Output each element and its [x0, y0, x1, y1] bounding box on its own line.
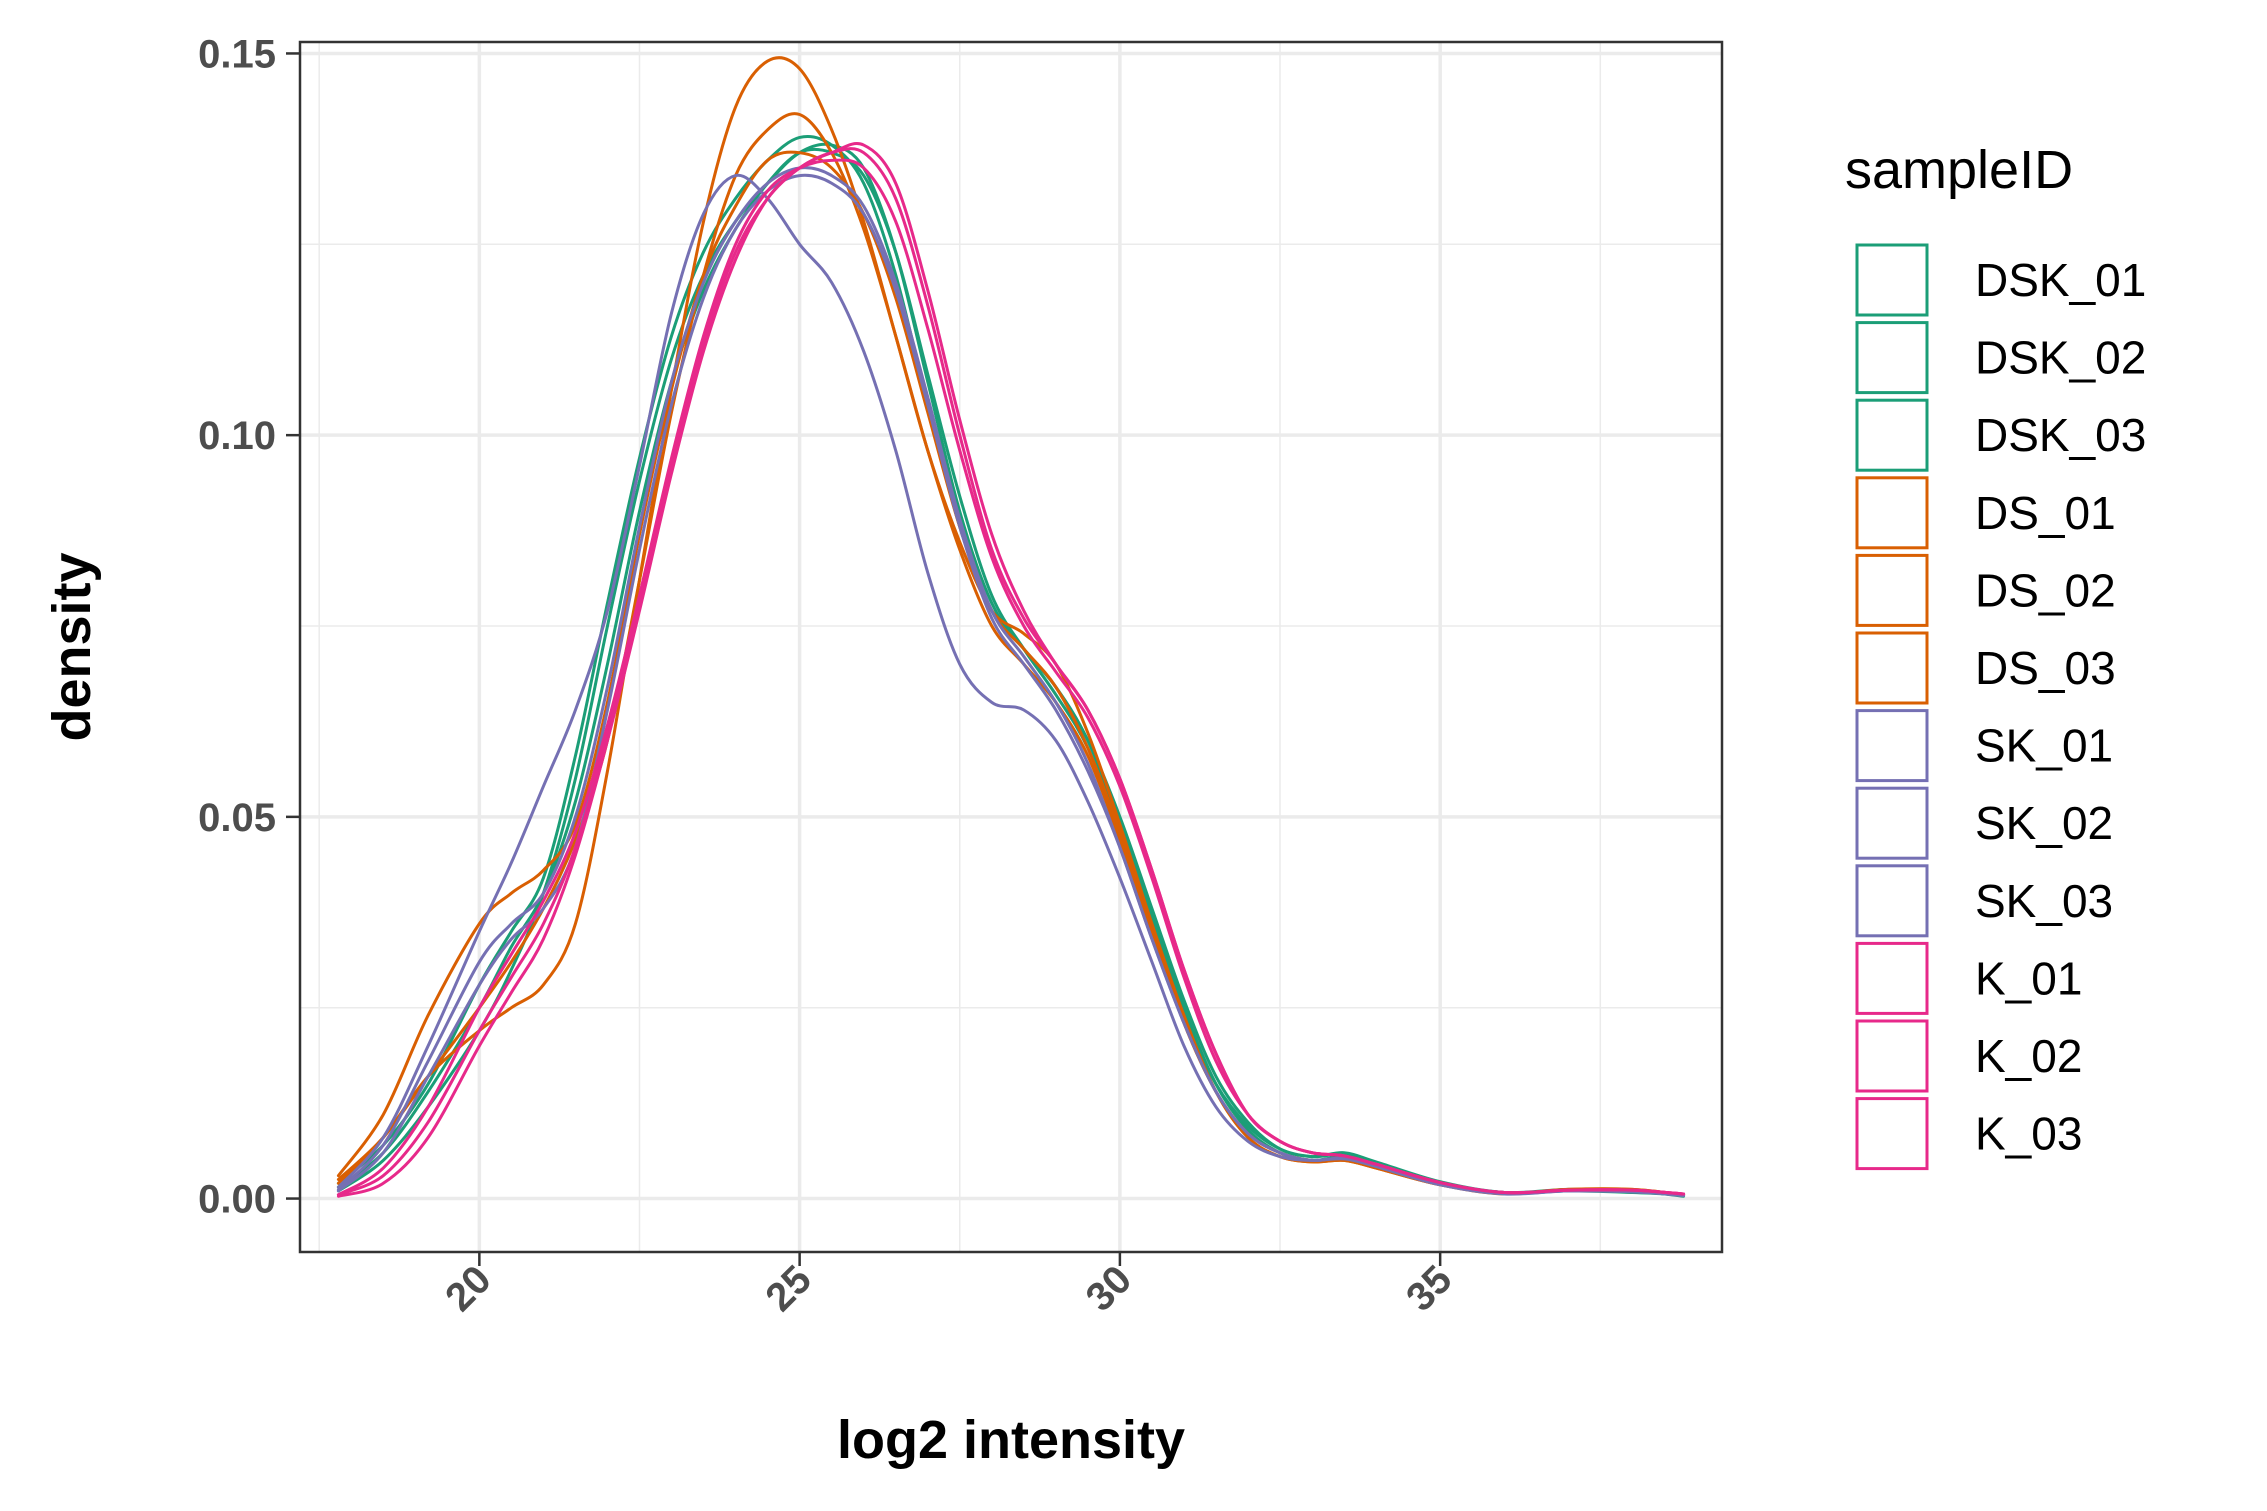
- legend-key: [1855, 709, 1929, 783]
- legend-item: K_02: [1855, 1019, 2082, 1093]
- legend-label: K_03: [1975, 1108, 2082, 1160]
- legend-item: DS_03: [1855, 631, 2116, 705]
- legend-item: DSK_02: [1855, 321, 2146, 395]
- legend-label: K_02: [1975, 1030, 2082, 1082]
- y-tick-label: 0.15: [198, 32, 276, 76]
- legend-item: K_03: [1855, 1097, 2082, 1171]
- legend-key: [1855, 398, 1929, 472]
- legend-title: sampleID: [1845, 140, 2073, 200]
- legend-key: [1855, 243, 1929, 317]
- legend-key: [1855, 941, 1929, 1015]
- legend-key: [1855, 476, 1929, 550]
- legend-key: [1855, 786, 1929, 860]
- legend-key: [1855, 321, 1929, 395]
- y-axis: 0.00 0.05 0.10 0.15: [198, 32, 300, 1222]
- legend-label: DSK_02: [1975, 332, 2146, 384]
- legend-label: DS_01: [1975, 487, 2116, 539]
- y-axis-title: density: [42, 552, 102, 741]
- legend-label: DS_03: [1975, 642, 2116, 694]
- legend: sampleID DSK_01 DSK_02 DSK_03 DS_01 DS_02 DS_…: [1845, 140, 2146, 1171]
- legend-label: SK_02: [1975, 797, 2113, 849]
- legend-key: [1855, 1019, 1929, 1093]
- legend-items: DSK_01 DSK_02 DSK_03 DS_01 DS_02 DS_03 SK_01 SK…: [1855, 243, 2146, 1171]
- y-tick-label: 0.00: [198, 1178, 276, 1222]
- plot-panel: [298, 40, 1724, 1254]
- legend-item: DSK_01: [1855, 243, 2146, 317]
- legend-key: [1855, 553, 1929, 627]
- legend-item: K_01: [1855, 941, 2082, 1015]
- legend-label: SK_01: [1975, 720, 2113, 772]
- legend-item: DSK_03: [1855, 398, 2146, 472]
- legend-item: DS_01: [1855, 476, 2116, 550]
- legend-item: DS_02: [1855, 553, 2116, 627]
- legend-label: DSK_01: [1975, 254, 2146, 306]
- legend-item: SK_01: [1855, 709, 2113, 783]
- legend-item: SK_03: [1855, 864, 2113, 938]
- y-tick-label: 0.10: [198, 414, 276, 458]
- legend-key: [1855, 631, 1929, 705]
- legend-label: SK_03: [1975, 875, 2113, 927]
- series-layer: [336, 56, 1686, 1198]
- density-line-sk-03: [336, 166, 1686, 1198]
- legend-label: DS_02: [1975, 564, 2116, 616]
- y-tick-label: 0.05: [198, 796, 276, 840]
- legend-label: K_01: [1975, 952, 2082, 1004]
- density-line-k-03: [336, 142, 1686, 1198]
- legend-item: SK_02: [1855, 786, 2113, 860]
- panel-border: [298, 40, 1724, 1254]
- legend-key: [1855, 864, 1929, 938]
- x-axis-title: log2 intensity: [837, 1410, 1185, 1470]
- legend-label: DSK_03: [1975, 409, 2146, 461]
- legend-key: [1855, 1097, 1929, 1171]
